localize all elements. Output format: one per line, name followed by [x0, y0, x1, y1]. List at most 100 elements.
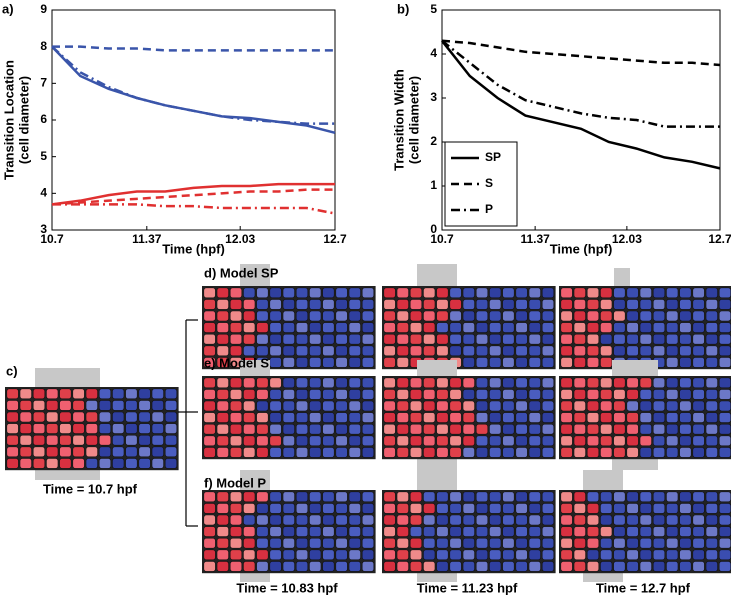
cell [361, 514, 375, 526]
cell [652, 423, 666, 435]
cell [322, 389, 335, 400]
cell [705, 299, 718, 310]
cell [335, 299, 348, 310]
cell [164, 446, 178, 458]
cell [586, 333, 600, 345]
cell [462, 287, 475, 299]
cell [449, 333, 462, 345]
cell [573, 412, 586, 423]
cell [335, 377, 348, 389]
cell [309, 537, 322, 549]
cell [243, 423, 256, 435]
cell [692, 435, 705, 447]
cell [216, 299, 229, 310]
cell [151, 400, 164, 411]
cell [282, 503, 295, 514]
panel-label: a) [2, 1, 14, 16]
cell [560, 345, 573, 357]
cell [98, 458, 112, 469]
cell [229, 412, 243, 423]
cell [322, 561, 335, 572]
cell [216, 400, 229, 412]
cell [652, 435, 666, 447]
cell [515, 491, 528, 503]
cell [243, 345, 256, 357]
cell [666, 514, 679, 526]
series-line [51, 45, 336, 135]
cell [423, 400, 436, 412]
cell [692, 310, 705, 322]
cell [348, 310, 361, 322]
cell [112, 434, 125, 446]
cell [295, 377, 309, 389]
cell [666, 333, 679, 345]
cell [409, 377, 423, 389]
cell [626, 561, 639, 572]
cell [718, 389, 731, 400]
cell [335, 526, 348, 537]
cell [269, 345, 282, 357]
cell [666, 435, 679, 447]
cell [541, 377, 555, 389]
y-tick-label: 1 [430, 178, 437, 192]
cell [541, 423, 555, 435]
cell [718, 447, 731, 458]
cell [573, 287, 586, 299]
cell [229, 435, 243, 447]
cell [396, 299, 409, 310]
cell [295, 310, 309, 322]
cell [600, 537, 613, 549]
cell [626, 287, 639, 299]
cell [85, 446, 98, 458]
cell [502, 333, 515, 345]
cell [436, 322, 449, 333]
cell [515, 447, 528, 458]
cell [692, 537, 705, 549]
cell [515, 389, 528, 400]
cell [309, 377, 322, 389]
cell [269, 400, 282, 412]
cell [489, 491, 502, 503]
cell [361, 377, 375, 389]
cell [348, 322, 361, 333]
cell [322, 537, 335, 549]
cell [309, 561, 322, 572]
cell [203, 400, 216, 412]
cell [282, 412, 295, 423]
cell [229, 491, 243, 503]
cell [309, 491, 322, 503]
cell [309, 310, 322, 322]
cell [639, 423, 652, 435]
cell [586, 400, 600, 412]
cell [515, 287, 528, 299]
cell [409, 333, 423, 345]
cell [423, 435, 436, 447]
cell [396, 357, 409, 368]
cell [335, 345, 348, 357]
cell [626, 412, 639, 423]
cell [203, 491, 216, 503]
cell [282, 447, 295, 458]
cell [679, 310, 692, 322]
cell [705, 412, 718, 423]
x-tick-label: 10.7 [40, 232, 64, 246]
cell [348, 526, 361, 537]
cell [243, 549, 256, 561]
cell [449, 537, 462, 549]
cell [269, 549, 282, 561]
cell [652, 310, 666, 322]
cell [112, 411, 125, 423]
cell [383, 310, 396, 322]
cell [282, 333, 295, 345]
cell [348, 447, 361, 458]
cell [502, 299, 515, 310]
cell [282, 310, 295, 322]
cell [46, 400, 59, 411]
cell [216, 526, 229, 537]
y-tick-label: 7 [40, 76, 47, 90]
cell [515, 503, 528, 514]
cell [243, 435, 256, 447]
cell [626, 503, 639, 514]
cell [269, 299, 282, 310]
